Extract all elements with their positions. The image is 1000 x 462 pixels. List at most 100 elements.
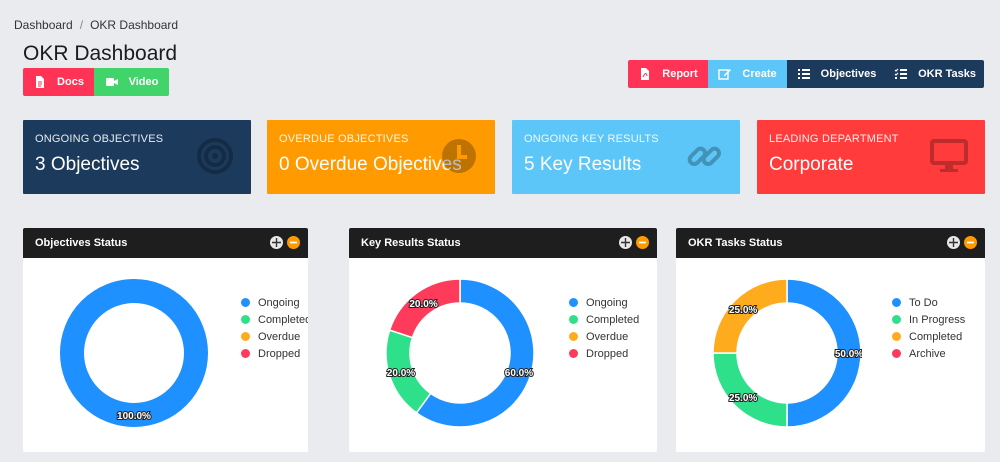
pdf-file-icon xyxy=(641,68,650,80)
card-ongoing-key-results: Ongoing Key Results 5 Key Results xyxy=(512,120,740,194)
video-button[interactable]: Video xyxy=(94,68,169,96)
create-button[interactable]: Create xyxy=(708,60,787,88)
donut-label: 60.0% xyxy=(505,368,533,379)
legend-item[interactable]: Completed xyxy=(241,311,308,328)
legend-item[interactable]: Archive xyxy=(892,345,965,362)
okr-tasks-button[interactable]: OKR Tasks xyxy=(886,60,984,88)
chart-legend: Ongoing Completed Overdue Dropped xyxy=(569,294,639,362)
legend-item[interactable]: Dropped xyxy=(241,345,308,362)
legend-item[interactable]: To Do xyxy=(892,294,965,311)
create-label: Create xyxy=(742,68,777,80)
objectives-donut-chart: 100.0% xyxy=(60,279,208,427)
legend-dot xyxy=(892,315,901,324)
donut-slice-ongoing[interactable] xyxy=(60,279,208,427)
donut-label: 20.0% xyxy=(409,299,437,310)
card-label: Leading Department xyxy=(769,133,899,145)
minimize-button[interactable] xyxy=(636,236,649,249)
okr-tasks-status-panel: OKR Tasks Status 50.0% 25.0% 25.0% To Do I… xyxy=(676,228,985,452)
panel-title: Objectives Status xyxy=(35,237,128,249)
donut-label: 25.0% xyxy=(729,393,757,404)
legend-dot xyxy=(569,298,578,307)
donut-slice-ongoing[interactable] xyxy=(415,278,535,428)
donut-slice-completed[interactable] xyxy=(712,278,788,354)
minimize-button[interactable] xyxy=(287,236,300,249)
donut-label: 20.0% xyxy=(387,368,415,379)
card-leading-department: Leading Department Corporate xyxy=(757,120,985,194)
page-title: OKR Dashboard xyxy=(23,42,178,65)
edit-icon xyxy=(718,69,732,80)
expand-button[interactable] xyxy=(270,236,283,249)
key-results-status-panel: Key Results Status 60.0% 20.0% 20.0% Ongoi… xyxy=(349,228,657,452)
clock-icon xyxy=(442,139,476,173)
key-results-donut-chart: 60.0% 20.0% 20.0% xyxy=(385,278,535,428)
chart-legend: To Do In Progress Completed Archive xyxy=(892,294,965,362)
card-ongoing-objectives: Ongoing Objectives 3 Objectives xyxy=(23,120,251,194)
panel-title: OKR Tasks Status xyxy=(688,237,783,249)
okr-tasks-donut-chart: 50.0% 25.0% 25.0% xyxy=(712,278,862,428)
panel-header: Objectives Status xyxy=(23,228,308,258)
card-label: Ongoing Key Results xyxy=(524,133,659,145)
legend-dot xyxy=(241,349,250,358)
expand-icon xyxy=(272,238,281,247)
donut-label: 25.0% xyxy=(729,305,757,316)
legend-item[interactable]: Overdue xyxy=(569,328,639,345)
legend-dot xyxy=(892,298,901,307)
card-label: Overdue Objectives xyxy=(279,133,409,145)
minus-icon xyxy=(967,241,974,244)
breadcrumb-item-current: OKR Dashboard xyxy=(90,18,179,32)
minus-icon xyxy=(290,241,297,244)
legend-label: Archive xyxy=(909,347,946,360)
donut-slice-dropped[interactable] xyxy=(388,278,461,339)
legend-item[interactable]: Ongoing xyxy=(241,294,308,311)
legend-item[interactable]: Completed xyxy=(569,311,639,328)
legend-dot xyxy=(892,332,901,341)
panel-header: Key Results Status xyxy=(349,228,657,258)
monitor-icon xyxy=(930,139,968,172)
legend-label: Completed xyxy=(586,313,640,326)
card-value: 0 Overdue Objectives xyxy=(279,154,462,175)
breadcrumb-item-dashboard[interactable]: Dashboard xyxy=(14,18,73,32)
legend-item[interactable]: Dropped xyxy=(569,345,639,362)
list-icon xyxy=(797,69,810,79)
docs-button[interactable]: Docs xyxy=(23,68,94,96)
expand-button[interactable] xyxy=(947,236,960,249)
legend-item[interactable]: Overdue xyxy=(241,328,308,345)
breadcrumb-separator: / xyxy=(79,18,84,32)
card-value: Corporate xyxy=(769,154,854,175)
report-button[interactable]: Report xyxy=(628,60,708,88)
minimize-button[interactable] xyxy=(964,236,977,249)
donut-label: 100.0% xyxy=(117,411,151,422)
legend-label: Ongoing xyxy=(586,296,628,309)
legend-label: In Progress xyxy=(909,313,966,326)
card-value: 3 Objectives xyxy=(35,154,140,175)
legend-label: Dropped xyxy=(586,347,629,360)
video-camera-icon xyxy=(105,78,118,86)
report-label: Report xyxy=(662,68,698,80)
donut-slice-to-do[interactable] xyxy=(786,278,862,428)
objectives-button[interactable]: Objectives xyxy=(787,60,886,88)
objectives-label: Objectives xyxy=(820,68,877,80)
panel-header: OKR Tasks Status xyxy=(676,228,985,258)
docs-label: Docs xyxy=(57,76,84,88)
legend-label: To Do xyxy=(909,296,938,309)
panel-title: Key Results Status xyxy=(361,237,461,249)
legend-item[interactable]: Completed xyxy=(892,328,965,345)
legend-dot xyxy=(569,332,578,341)
legend-label: Ongoing xyxy=(258,296,300,309)
legend-label: Dropped xyxy=(258,347,301,360)
chart-legend: Ongoing Completed Overdue Dropped xyxy=(241,294,308,362)
legend-item[interactable]: In Progress xyxy=(892,311,965,328)
legend-dot xyxy=(892,349,901,358)
card-label: Ongoing Objectives xyxy=(35,133,164,145)
legend-item[interactable]: Ongoing xyxy=(569,294,639,311)
video-label: Video xyxy=(128,76,159,88)
link-icon xyxy=(687,146,722,167)
document-icon xyxy=(36,76,45,88)
expand-button[interactable] xyxy=(619,236,632,249)
donut-slice-in-progress[interactable] xyxy=(712,352,788,428)
okr-tasks-label: OKR Tasks xyxy=(918,68,976,80)
donut-label: 50.0% xyxy=(835,349,862,360)
minus-icon xyxy=(639,241,646,244)
legend-dot xyxy=(241,315,250,324)
legend-dot xyxy=(241,332,250,341)
